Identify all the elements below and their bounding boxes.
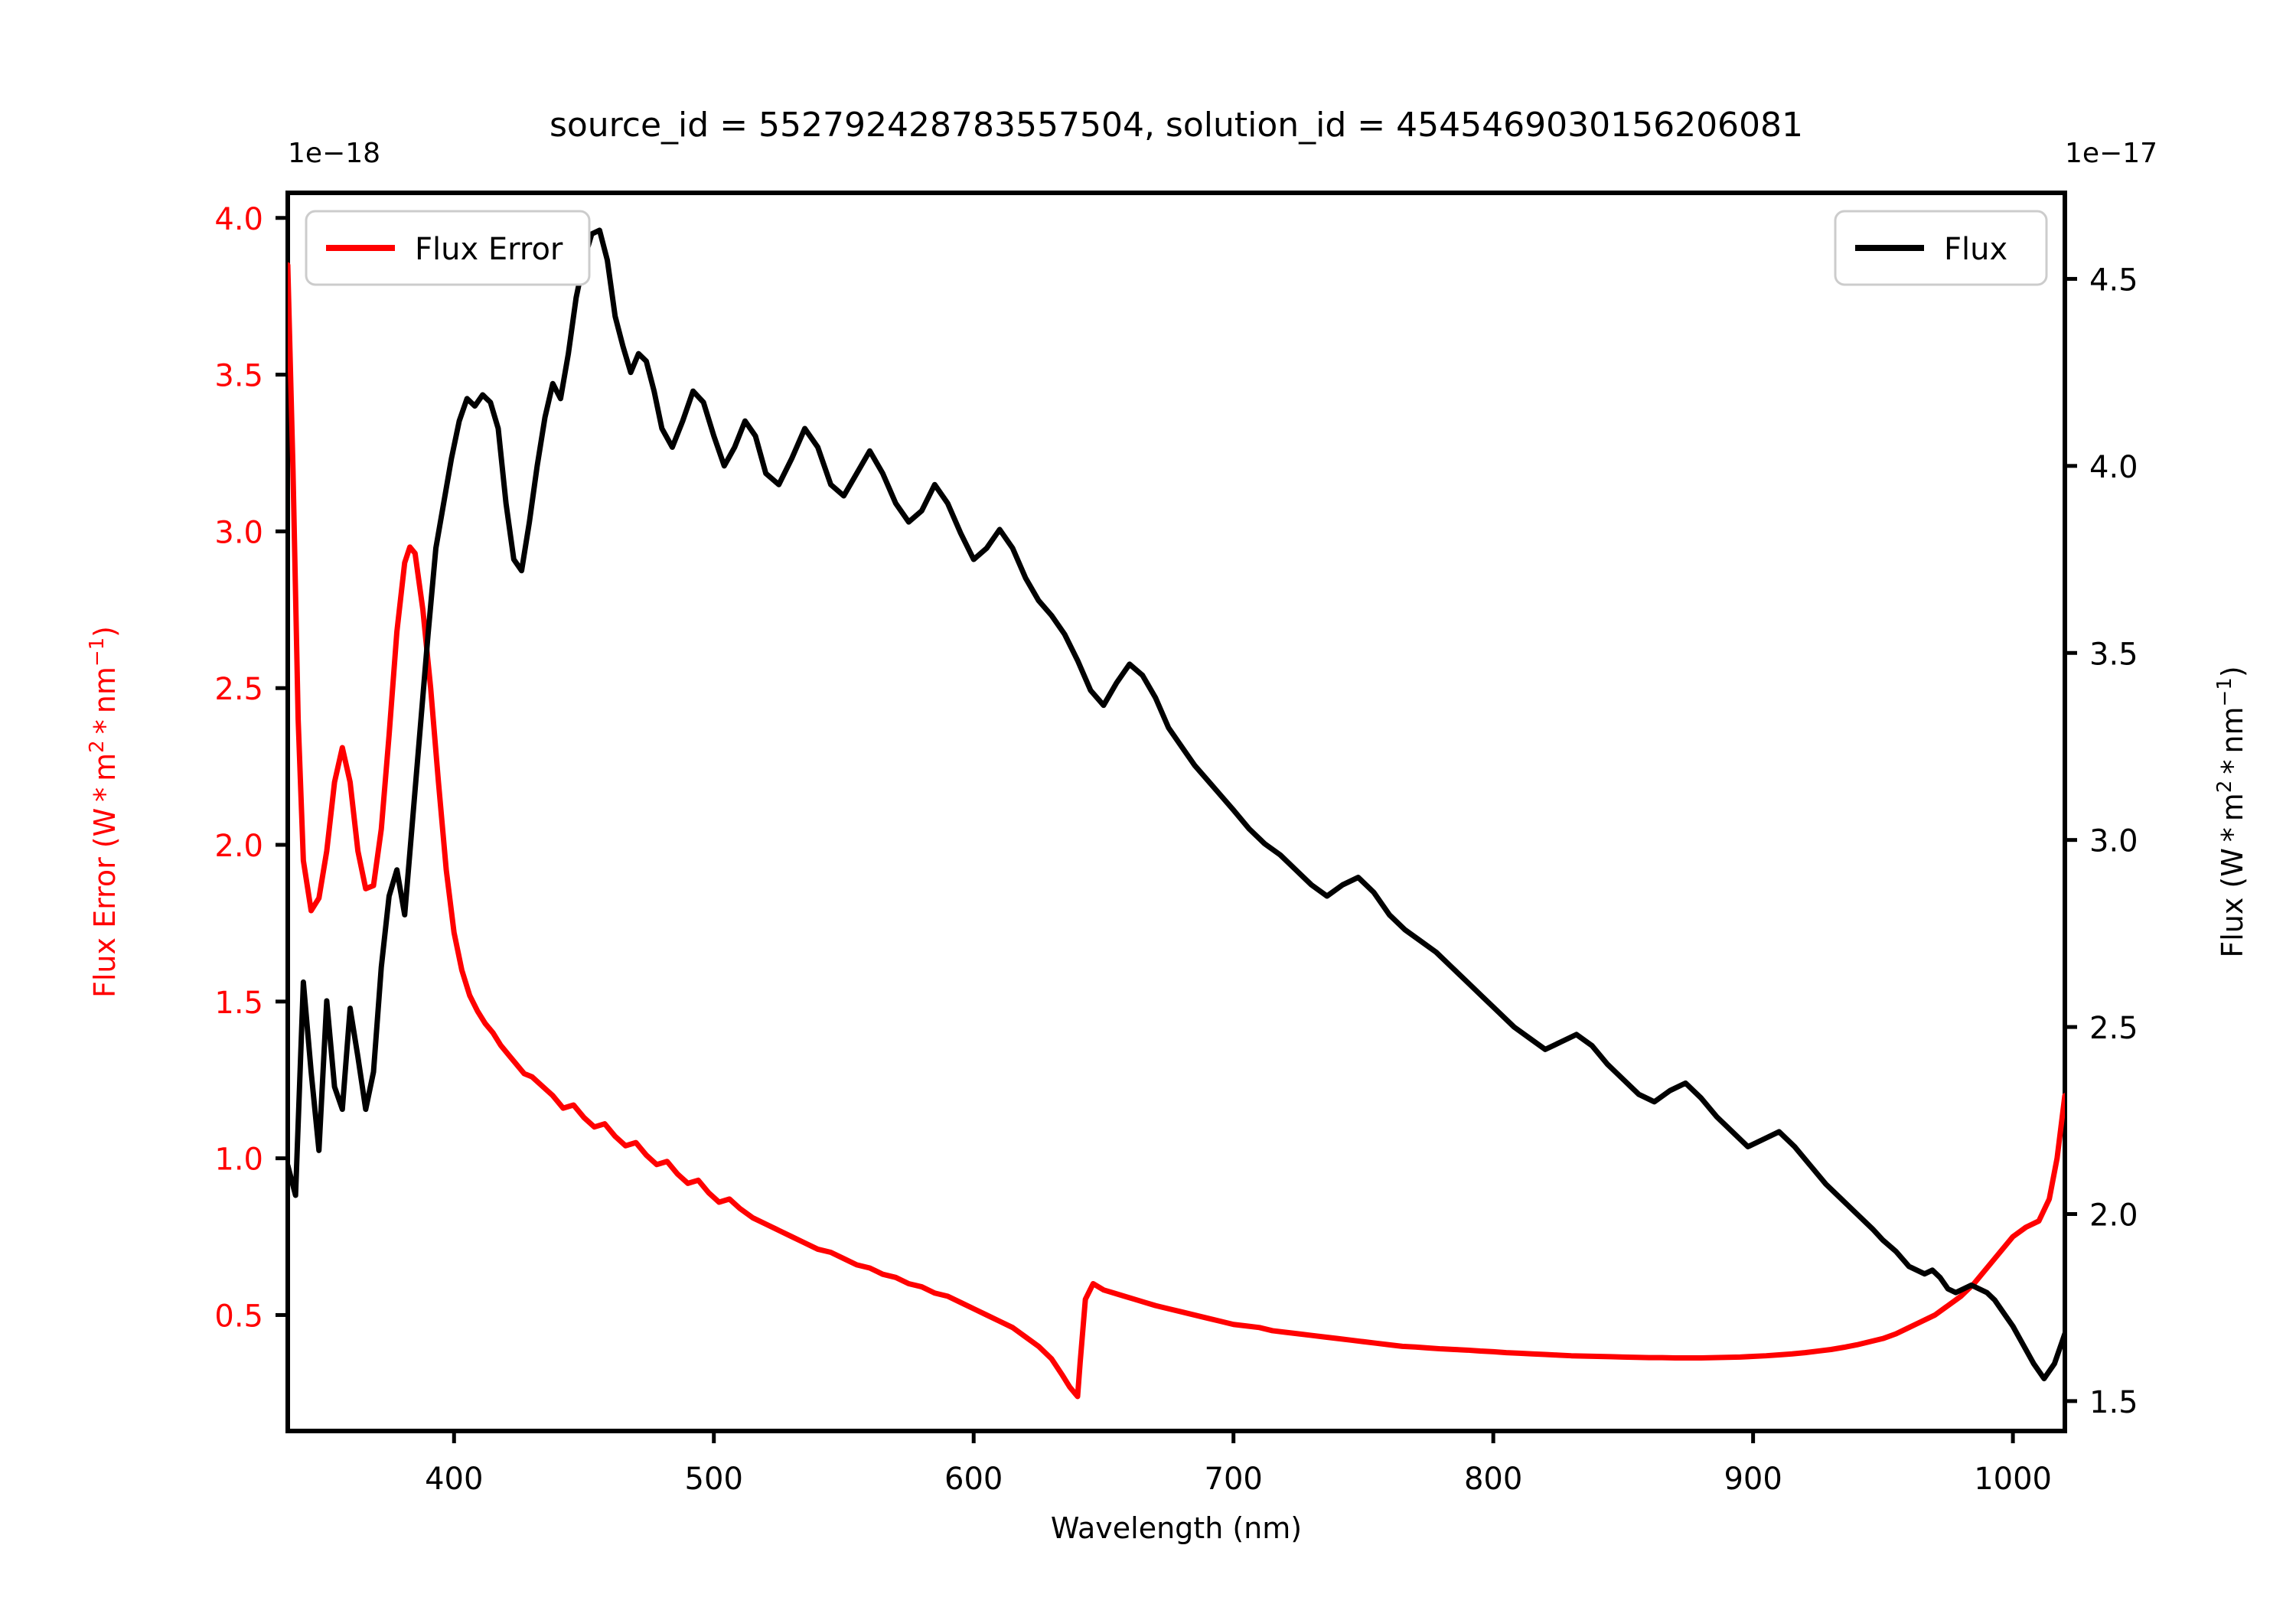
- x-tick-label: 1000: [1974, 1462, 2052, 1497]
- legend-flux-error-box: [305, 210, 591, 286]
- right-tick-label: 4.0: [2089, 450, 2138, 485]
- page-title: source_id = 552792428783557504, solution…: [550, 106, 1803, 145]
- right-tick-label: 2.5: [2089, 1011, 2138, 1046]
- left-tick-label: 2.0: [214, 829, 263, 864]
- legend-flux-error: Flux Error: [305, 210, 591, 286]
- left-tick-label: 1.0: [214, 1143, 263, 1178]
- data-series-group: [288, 227, 2065, 1400]
- left-tick-label: 1.5: [214, 986, 263, 1021]
- legend-flux-error-label: Flux Error: [415, 232, 563, 267]
- left-tick-label: 3.0: [214, 515, 263, 550]
- right-axis-offset-text: 1e−17: [2065, 138, 2157, 169]
- right-tick-label: 1.5: [2089, 1385, 2138, 1420]
- x-tick-label: 700: [1205, 1462, 1263, 1497]
- x-tick-label: 600: [944, 1462, 1003, 1497]
- plot-frame: [285, 191, 2067, 1433]
- right-tick-label: 2.0: [2089, 1198, 2138, 1233]
- left-tick-label: 2.5: [214, 672, 263, 707]
- left-axis-offset-text: 1e−18: [288, 138, 380, 169]
- legend-flux-label: Flux: [1944, 232, 2007, 267]
- legend-flux-box: [1834, 210, 2048, 286]
- left-tick-label: 0.5: [214, 1299, 263, 1334]
- axis-ticks: 400 500 600 700 800 900 1000 0.5 1.0 1.5 2.0 2.5 3.0…: [214, 202, 2138, 1497]
- right-tick-label: 3.5: [2089, 637, 2138, 672]
- right-tick-label: 4.5: [2089, 262, 2138, 298]
- x-tick-label: 500: [685, 1462, 743, 1497]
- x-axis-label: Wavelength (nm): [1051, 1511, 1302, 1545]
- right-tick-label: 3.0: [2089, 824, 2138, 859]
- legend-flux: Flux: [1834, 210, 2048, 286]
- left-tick-label: 3.5: [214, 359, 263, 394]
- x-tick-label: 800: [1464, 1462, 1522, 1497]
- legend-group: Flux Error Flux: [305, 210, 2048, 286]
- x-tick-label: 900: [1724, 1462, 1782, 1497]
- series-line-flux: [288, 227, 2065, 1382]
- left-tick-label: 4.0: [214, 202, 263, 237]
- right-axis-label: Flux (W*m2*nm−1): [2213, 666, 2249, 957]
- series-line-flux-error: [288, 262, 2065, 1400]
- left-axis-label: Flux Error (W*m2*nm−1): [86, 626, 122, 998]
- plot-area-border: [285, 191, 2067, 1433]
- x-tick-label: 400: [425, 1462, 483, 1497]
